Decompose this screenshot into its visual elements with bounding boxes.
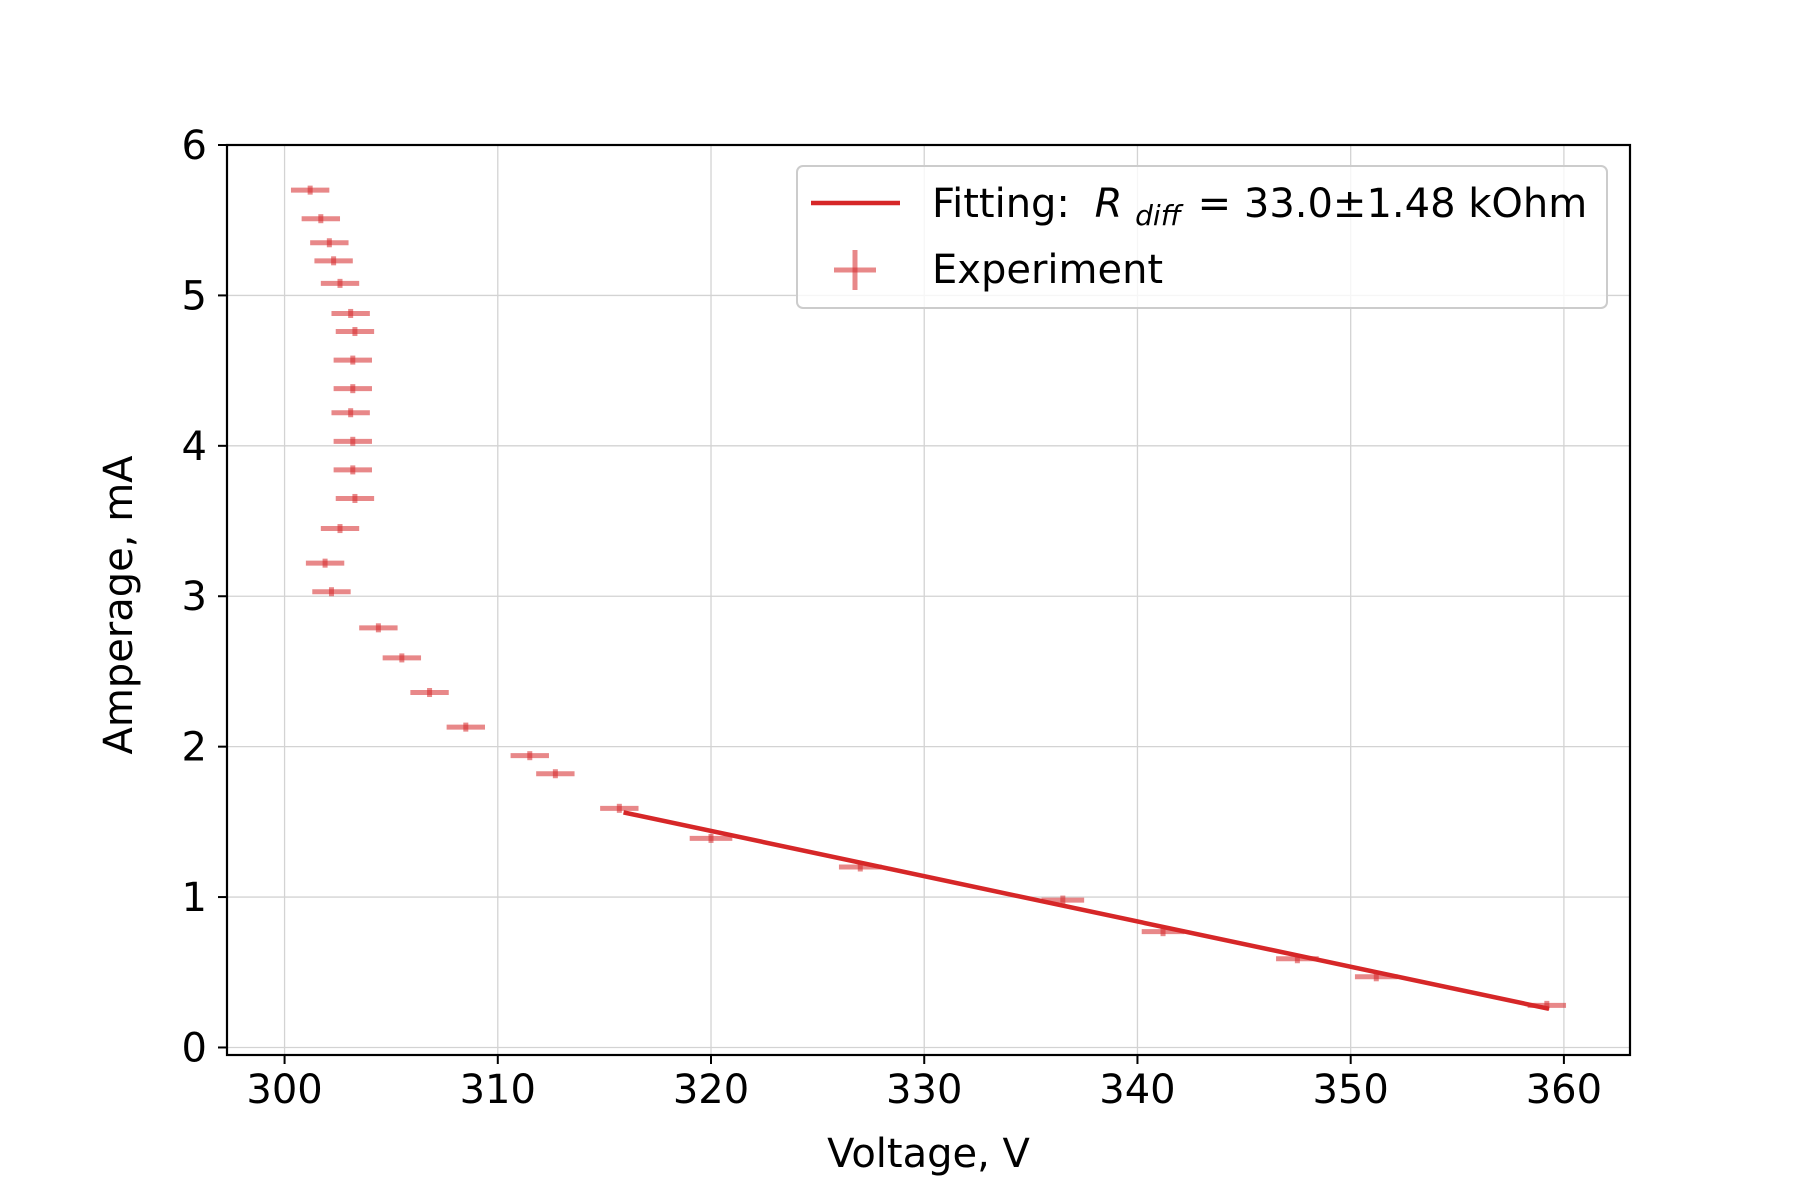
experiment-point	[331, 308, 370, 318]
y-tick-label: 6	[182, 123, 207, 169]
experiment-point	[305, 558, 345, 568]
legend-fit-value: = 33.0±1.48 kOhm	[1198, 181, 1588, 227]
legend-fit-symbol: R	[1095, 181, 1123, 227]
x-tick-label: 360	[1526, 1067, 1602, 1113]
experiment-point	[510, 751, 549, 761]
y-tick-label: 2	[182, 725, 207, 771]
experiment-point	[335, 327, 375, 337]
experiment-point	[359, 623, 398, 633]
experiment-point	[446, 722, 485, 732]
x-tick-label: 310	[460, 1067, 536, 1113]
experiment-point	[331, 408, 370, 418]
y-axis-label: Amperage, mA	[96, 455, 142, 755]
y-tick-label: 5	[182, 273, 207, 319]
experiment-point	[333, 355, 372, 365]
data-layer	[290, 185, 1567, 1012]
y-tick-label: 4	[182, 424, 207, 470]
experiment-point	[314, 256, 353, 266]
experiment-point	[301, 214, 341, 224]
experiment-point	[320, 278, 360, 288]
x-tick-label: 350	[1312, 1067, 1388, 1113]
legend-fit-subscript: diff	[1135, 199, 1184, 232]
legend-experiment-label: Experiment	[932, 247, 1163, 293]
y-tick-label: 3	[182, 574, 207, 620]
experiment-point	[333, 465, 372, 475]
legend-fit-label: Fitting: R diff = 33.0±1.48 kOhm	[932, 181, 1587, 235]
ticks: 300 310 320 330 340 350 360 0 1 2 3 4 5 6	[182, 123, 1603, 1113]
x-tick-label: 300	[246, 1067, 322, 1113]
experiment-point	[1041, 895, 1085, 905]
y-tick-label: 0	[182, 1025, 207, 1071]
legend-fit-prefix: Fitting:	[932, 181, 1070, 227]
experiment-point	[689, 833, 733, 843]
x-axis-label: Voltage, V	[827, 1131, 1030, 1177]
experiment-point	[290, 185, 330, 195]
experiment-point	[312, 587, 351, 597]
experiment-point	[333, 436, 372, 446]
fit-line	[623, 810, 1550, 1012]
experiment-point	[410, 687, 449, 698]
x-tick-label: 340	[1099, 1067, 1175, 1113]
experiment-point	[320, 524, 360, 534]
x-tick-label: 330	[886, 1067, 962, 1113]
experiment-point	[335, 493, 375, 503]
legend: Fitting: R diff = 33.0±1.48 kOhm Experim…	[796, 165, 1608, 309]
x-tick-label: 320	[673, 1067, 749, 1113]
legend-box	[796, 165, 1608, 309]
y-tick-label: 1	[182, 875, 207, 921]
axes-frame	[225, 143, 1632, 1057]
experiment-point	[600, 803, 639, 813]
experiment-point	[333, 384, 372, 394]
legend-experiment-marker	[834, 250, 876, 290]
experiment-point	[536, 769, 575, 779]
experiment-point	[382, 653, 422, 663]
experiment-point	[310, 238, 349, 248]
